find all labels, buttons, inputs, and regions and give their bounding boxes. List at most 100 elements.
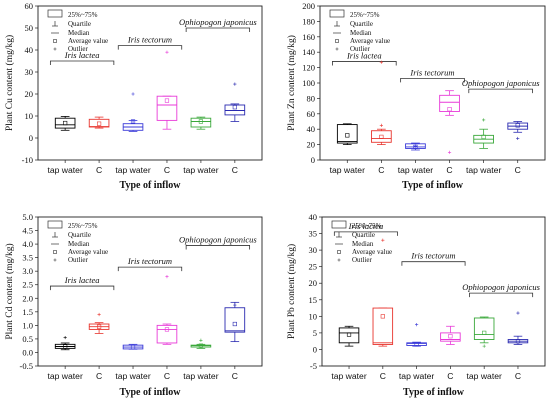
- legend-quartile-label: Quartile: [350, 20, 373, 28]
- y-tick-label: 15: [309, 295, 318, 305]
- y-tick-label: 25: [309, 262, 318, 272]
- y-tick-label: 30: [309, 245, 318, 255]
- legend-median-label: Median: [350, 29, 372, 37]
- group-bracket: [117, 45, 183, 50]
- x-tick-label: tap water: [466, 165, 501, 175]
- group-label: Ophiopogon japonicus: [179, 17, 257, 27]
- y-tick-label: 10: [309, 311, 318, 321]
- legend-mean-swatch: [335, 39, 339, 43]
- legend-outlier-label: Outlier: [352, 256, 372, 264]
- x-tick-label: tap water: [115, 165, 150, 175]
- y-tick-label: 200: [302, 1, 315, 11]
- legend-quartile-label: Quartile: [352, 231, 375, 239]
- box-4: [156, 275, 178, 345]
- chart-panel-3: -0.5 0.0 0.5 1.0 1.5 2.0 2.5 3.0 3.5 4.0 4.5 5.0 Pla…: [4, 212, 263, 398]
- x-tick-label: tap water: [398, 165, 433, 175]
- group-label: Iris lactea: [64, 50, 100, 60]
- legend-mean-swatch: [53, 39, 57, 43]
- x-tick-label: tap water: [330, 165, 365, 175]
- x-tick-label: tap water: [115, 371, 150, 381]
- x-tick-label: tap water: [183, 165, 218, 175]
- outlier-marker: [131, 92, 135, 96]
- mean-marker: [198, 119, 204, 124]
- quartile-box: [371, 130, 392, 143]
- box-1: [54, 335, 76, 351]
- legend-outlier-swatch: [337, 258, 341, 262]
- x-tick-label: C: [515, 165, 521, 175]
- x-tick-label: tap water: [47, 165, 82, 175]
- y-tick-label: 100: [302, 78, 315, 88]
- legend-outlier-swatch: [53, 47, 57, 51]
- quartile-box: [156, 95, 178, 121]
- box-5: [190, 338, 212, 349]
- x-tick-label: tap water: [183, 371, 218, 381]
- box-2: [371, 60, 392, 146]
- legend-outlier-label: Outlier: [68, 45, 88, 53]
- group-bracket: [185, 245, 251, 250]
- group-label: Iris lactea: [348, 221, 384, 231]
- box-5: [473, 118, 494, 149]
- box-5: [190, 116, 212, 130]
- legend-mean-swatch: [337, 250, 341, 254]
- x-tick-label: tap water: [47, 371, 82, 381]
- box-1: [336, 123, 358, 146]
- y-tick-label: 5: [313, 328, 317, 338]
- mean-marker: [232, 321, 237, 327]
- x-tick-label: C: [380, 371, 386, 381]
- y-tick-label: 0: [313, 344, 317, 354]
- legend-outlier-swatch: [53, 258, 57, 262]
- x-tick-label: C: [515, 371, 521, 381]
- y-tick-label: 4.0: [22, 239, 33, 249]
- mean-marker: [482, 330, 487, 335]
- plot-frame: [37, 5, 263, 161]
- outlier-marker: [379, 60, 383, 64]
- mean-marker: [63, 344, 68, 349]
- legend-box-swatch: [47, 220, 63, 229]
- quartile-box: [336, 124, 358, 144]
- box-1: [54, 116, 76, 131]
- y-axis-title: Plant Pb content (mg/kg): [286, 244, 297, 339]
- legend-box-label: 25%~75%: [68, 222, 98, 230]
- mean-marker: [164, 98, 170, 103]
- y-tick-label: 0: [311, 155, 315, 165]
- group-label: Ophiopogon japonicus: [462, 282, 540, 292]
- mean-marker: [198, 343, 204, 348]
- mean-marker: [515, 339, 521, 344]
- y-tick-label: 50: [25, 23, 34, 33]
- legend-quartile-label: Quartile: [68, 231, 91, 239]
- legend-outlier-label: Outlier: [68, 256, 88, 264]
- x-tick-label: C: [447, 371, 453, 381]
- mean-marker: [130, 119, 136, 124]
- chart-panel-4: -5 0 5 10 15 20 25 30 35 40 Plant Pb content (mg/k…: [286, 212, 546, 398]
- quartile-box: [224, 307, 246, 333]
- group-bracket: [401, 261, 466, 266]
- legend-box-label: 25%~75%: [352, 222, 382, 230]
- legend-outlier-label: Outlier: [350, 45, 370, 53]
- x-tick-label: C: [164, 165, 170, 175]
- y-axis-title: Plant Cu content (mg/kg): [4, 35, 15, 131]
- y-tick-label: 40: [309, 212, 318, 222]
- mean-marker: [414, 342, 419, 347]
- mean-marker: [448, 334, 453, 339]
- x-tick-label: tap water: [331, 371, 366, 381]
- group-bracket: [469, 292, 534, 298]
- legend-box-swatch: [47, 9, 63, 18]
- y-tick-label: 4.5: [22, 226, 33, 236]
- quartile-box: [54, 117, 76, 129]
- box-4: [440, 325, 461, 345]
- quartile-box: [224, 104, 246, 116]
- y-tick-label: 0.0: [22, 347, 33, 357]
- outlier-marker: [165, 275, 169, 279]
- mean-marker: [232, 105, 237, 110]
- mean-marker: [96, 121, 102, 126]
- quartile-box: [372, 307, 394, 345]
- box-6: [224, 301, 246, 343]
- y-tick-label: 10: [25, 111, 34, 121]
- outlier-marker: [63, 335, 67, 340]
- outlier-marker: [415, 323, 419, 327]
- x-axis-title: Type of inflow: [120, 180, 182, 191]
- mean-marker: [130, 344, 136, 350]
- group-bracket: [185, 27, 251, 32]
- outlier-marker: [413, 144, 418, 148]
- y-tick-label: 3.0: [22, 266, 33, 276]
